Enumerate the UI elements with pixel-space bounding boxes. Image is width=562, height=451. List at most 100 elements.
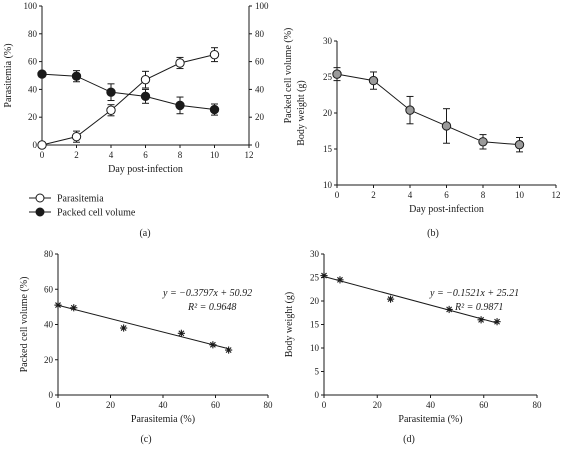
panel-d-point-stroke — [446, 306, 453, 313]
panel-c-x-tick-label: 80 — [264, 400, 274, 410]
panel-c-point-stroke — [225, 347, 232, 353]
panel-b-y-label: Body weight (g) — [296, 80, 307, 146]
body-weight-point — [514, 139, 525, 150]
panel-d-point-stroke — [387, 296, 394, 303]
parasitemia-point — [37, 140, 47, 150]
panel-a-x-tick-label: 4 — [109, 150, 114, 160]
panel-d-y-label: Body weight (g) — [284, 292, 295, 358]
panel-d-fit-line — [323, 276, 498, 324]
parasitemia-point — [140, 74, 151, 85]
panel-c-point — [120, 324, 128, 332]
panel-c-x-label: Parasitemia (%) — [131, 414, 195, 425]
panel-a-y-tick-label: 80 — [28, 29, 38, 39]
panel-d-y-tick-label: 30 — [310, 249, 320, 259]
panel-d-x-tick-label: 40 — [426, 400, 436, 410]
packed-cell-volume-point — [71, 71, 82, 81]
panel-d-y-tick-label: 25 — [310, 273, 320, 283]
panel-b-x-tick-label: 4 — [408, 190, 413, 200]
panel-d-point-stroke — [321, 272, 327, 279]
panel-c-y-tick-label: 40 — [44, 320, 54, 330]
panel-c-y-tick-label: 0 — [49, 390, 54, 400]
panel-c-point — [177, 329, 185, 337]
panel-d-y-tick-label: 0 — [315, 390, 320, 400]
panel-d-x-tick-label: 60 — [479, 400, 489, 410]
packed-cell-volume-point — [140, 91, 151, 102]
body-weight-point — [441, 121, 452, 131]
panel-d-r2: R² = 0.9871 — [454, 302, 503, 313]
panel-c-r2: R² = 0.9648 — [187, 302, 236, 313]
panel-c-x-tick-label: 60 — [211, 400, 221, 410]
panel-a-y2-tick-label: 80 — [255, 29, 265, 39]
body-weight-series-line — [336, 73, 520, 146]
panel-c-x-tick-label: 20 — [106, 400, 116, 410]
panel-d-point — [493, 318, 501, 326]
panel-c-point-stroke — [178, 330, 185, 337]
panel-d-point-stroke — [478, 316, 485, 323]
panel-a-y2-tick-label: 60 — [255, 57, 265, 67]
panel-a-y-tick-label: 0 — [33, 140, 38, 150]
panel-a-y2-tick-label: 40 — [255, 84, 265, 94]
panel-a-y-tick-label: 60 — [28, 57, 38, 67]
panel-a-y2-tick-label: 20 — [255, 112, 265, 122]
panel-b-x-tick-label: 0 — [335, 190, 340, 200]
body-weight-point — [332, 69, 342, 79]
panel-a-y-tick-label: 40 — [28, 84, 38, 94]
panel-a-y-tick-label: 100 — [24, 1, 38, 11]
panel-c-point-stroke — [55, 302, 61, 309]
panel-c-point — [225, 346, 233, 354]
panel-a-y-label: Parasitemia (%) — [3, 43, 14, 107]
body-weight-point — [405, 105, 415, 115]
panel-b-x-label: Day post-infection — [409, 204, 484, 215]
panel-b-y-tick-label: 15 — [323, 144, 333, 154]
panel-a-y2-tick-label: 100 — [255, 1, 269, 11]
panel-c-point — [70, 304, 78, 312]
panel-c-point — [54, 301, 62, 309]
panel-a-caption: (a) — [139, 228, 150, 239]
panel-b-caption: (b) — [427, 228, 439, 239]
panel-c-y-tick-label: 80 — [44, 249, 54, 259]
panel-c-equation: y = −0.3797x + 50.92 — [162, 288, 252, 299]
panel-b-x-tick-label: 8 — [481, 190, 486, 200]
panel-a-y2-tick-label: 0 — [255, 140, 260, 150]
panel-d-point — [477, 316, 485, 324]
body-weight-point — [368, 75, 379, 86]
panel-c-x-tick-label: 0 — [56, 400, 61, 410]
panel-a-y2-label: Packed cell volume (%) — [283, 28, 294, 124]
parasitemia-point — [209, 49, 220, 60]
panel-d-point — [445, 305, 453, 314]
body-weight-point — [478, 137, 488, 147]
panel-c-y-tick-label: 20 — [44, 355, 54, 365]
panel-c-point-stroke — [120, 325, 127, 331]
panel-a-y-tick-label: 20 — [28, 112, 38, 122]
packed-cell-volume-point — [37, 69, 47, 79]
panel-c-y-label: Packed cell volume (%) — [19, 277, 30, 373]
panel-d-y-tick-label: 15 — [310, 320, 320, 330]
panel-d-y-tick-label: 20 — [310, 296, 320, 306]
panel-c-y-tick-label: 60 — [44, 284, 54, 294]
panel-a-x-tick-label: 8 — [178, 150, 183, 160]
parasitemia-point — [71, 131, 82, 142]
panel-c-point-stroke — [70, 304, 77, 311]
parasitemia-series-line — [41, 54, 215, 146]
panel-d-point — [320, 272, 328, 280]
packed-cell-volume-point — [106, 87, 116, 97]
legend-packed-cell-volume-marker — [35, 207, 45, 217]
panel-b-x-tick-label: 12 — [552, 190, 561, 200]
panel-c-point — [209, 341, 217, 349]
panel-d-point-stroke — [494, 318, 500, 325]
legend-packed-cell-volume-label: Packed cell volume — [57, 208, 136, 219]
panel-a-x-tick-label: 12 — [245, 150, 254, 160]
packed-cell-volume-point — [175, 100, 185, 111]
panel-d-x-tick-label: 80 — [533, 400, 543, 410]
panel-c-caption: (c) — [140, 434, 151, 445]
panel-b-y-tick-label: 20 — [323, 108, 333, 118]
legend-parasitemia-marker — [35, 193, 45, 203]
parasitemia-point — [106, 105, 116, 115]
panel-d-equation: y = −0.1521x + 25.21 — [429, 288, 519, 299]
packed-cell-volume-series-line — [41, 73, 215, 111]
panel-c-point-stroke — [209, 341, 216, 348]
panel-d-point-stroke — [337, 276, 343, 283]
panel-c-fit-line — [57, 304, 229, 350]
panel-d-x-tick-label: 20 — [373, 400, 383, 410]
